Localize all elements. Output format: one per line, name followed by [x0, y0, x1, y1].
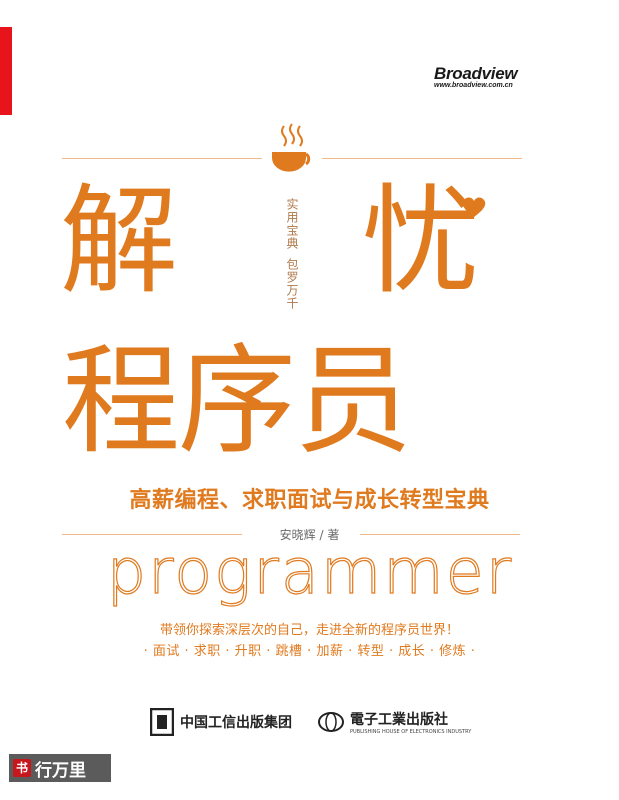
title-char-you: 忧	[362, 172, 481, 310]
coffee-cup-icon	[272, 123, 311, 172]
book-subtitle: 高薪编程、求职面试与成长转型宝典	[129, 488, 490, 513]
watermark-text: 行万里	[35, 760, 86, 781]
slogan-col2: 包罗万千	[285, 258, 299, 310]
title-char-jie: 解	[60, 172, 179, 310]
miit-logo-icon	[150, 708, 174, 736]
miit-group-name: 中国工信出版集团	[180, 715, 292, 731]
divider-right	[322, 158, 522, 159]
miit-group-logo: 中国工信出版集团	[150, 708, 292, 736]
phei-name: 電子工業出版社	[350, 712, 448, 728]
tagline: 带领你探索深层次的自己，走进全新的程序员世界！	[159, 623, 459, 638]
heart-icon	[462, 197, 486, 217]
author-divider-right	[360, 534, 520, 535]
programmer-text: programmer	[107, 545, 514, 608]
watermark-seal: 书	[13, 759, 31, 777]
slogan-col1: 实用宝典	[285, 198, 299, 250]
author-divider-left	[62, 534, 242, 535]
publisher-logos: 中国工信出版集团 電子工業出版社 PUBLISHING HOUSE OF ELE…	[150, 705, 471, 739]
title-line2: 程序员	[62, 332, 412, 470]
author: 安晓辉 / 著	[279, 528, 340, 542]
publisher-logo: Broadview www.broadview.com.cn	[434, 64, 544, 89]
publisher-url: www.broadview.com.cn	[434, 82, 513, 89]
topics-line: · 面试 · 求职 · 升职 · 跳槽 · 加薪 · 转型 · 成长 · 修炼 …	[143, 644, 476, 659]
phei-logo-icon	[318, 712, 344, 732]
red-spine-bar	[0, 27, 12, 115]
divider-left	[62, 158, 262, 159]
watermark: 书 行万里	[9, 754, 111, 782]
phei-english: PUBLISHING HOUSE OF ELECTRONICS INDUSTRY	[350, 729, 472, 735]
publisher-brand: Broadview	[434, 64, 518, 83]
programmer-wordmark: programmer	[106, 545, 514, 609]
phei-logo: 電子工業出版社 PUBLISHING HOUSE OF ELECTRONICS …	[318, 709, 471, 735]
